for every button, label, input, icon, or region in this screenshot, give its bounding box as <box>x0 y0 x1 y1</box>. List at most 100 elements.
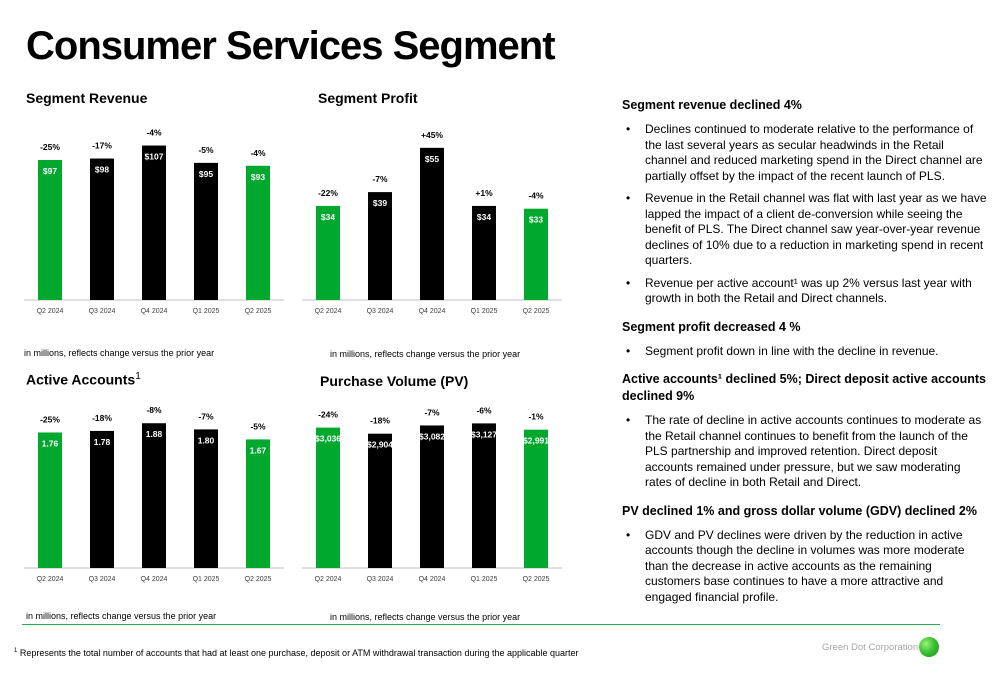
x-tick-label: Q1 2025 <box>193 576 220 583</box>
x-tick-label: Q3 2024 <box>89 308 116 315</box>
bar-change-label: -4% <box>250 148 266 158</box>
active-accounts-chart: 1.76 -25% Q2 2024 1.78 -18% Q3 2024 1.88 -8% Q4 … <box>24 405 284 583</box>
page-title: Consumer Services Segment <box>26 24 556 68</box>
commentary-section-accounts: Active accounts¹ declined 5%; Direct dep… <box>622 371 987 491</box>
x-tick-label: Q2 2024 <box>315 576 342 583</box>
section-heading: Segment revenue declined 4% <box>622 98 802 112</box>
x-tick-label: Q2 2024 <box>315 308 342 315</box>
bar-value-label: $34 <box>477 212 491 222</box>
x-tick-label: Q2 2025 <box>523 308 550 315</box>
x-tick-label: Q2 2025 <box>523 576 550 583</box>
bar <box>472 205 496 300</box>
purchase-volume-chart: $3,036 -24% Q2 2024 $2,904 -18% Q3 2024 $3,082… <box>302 405 562 583</box>
x-tick-label: Q2 2025 <box>245 576 272 583</box>
commentary-section-revenue: Segment revenue declined 4% Declines con… <box>622 97 987 307</box>
chart-note-revenue: in millions, reflects change versus the … <box>24 348 215 358</box>
bar-change-label: -25% <box>40 414 60 424</box>
bullet-item: Segment profit down in line with the dec… <box>622 344 987 360</box>
bar <box>194 429 218 568</box>
bullet-item: GDV and PV declines were driven by the r… <box>622 528 987 606</box>
x-tick-label: Q3 2024 <box>89 576 116 583</box>
bar-value-label: 1.88 <box>146 429 163 439</box>
bar-change-label: -4% <box>528 191 544 201</box>
footer-divider <box>22 624 940 625</box>
bar <box>90 430 114 568</box>
bar <box>142 423 166 568</box>
bar-change-label: -4% <box>146 128 162 138</box>
bar <box>194 162 218 300</box>
x-tick-label: Q1 2025 <box>471 576 498 583</box>
bullet-item: Revenue in the Retail channel was flat w… <box>622 191 987 269</box>
bullet-list: Declines continued to moderate relative … <box>622 122 987 307</box>
bar-value-label: $95 <box>199 169 213 179</box>
bar-change-label: -18% <box>370 416 390 426</box>
bar-value-label: $3,036 <box>315 434 341 444</box>
bullet-item: Revenue per active account¹ was up 2% ve… <box>622 276 987 307</box>
green-dot-logo-icon <box>919 637 939 657</box>
bar-change-label: +1% <box>475 188 493 198</box>
x-tick-label: Q1 2025 <box>193 308 220 315</box>
commentary-section-pv: PV declined 1% and gross dollar volume (… <box>622 503 987 606</box>
bar-change-label: -7% <box>372 174 388 184</box>
section-heading: Active accounts¹ declined 5%; Direct dep… <box>622 372 987 403</box>
chart-title-pv: Purchase Volume (PV) <box>320 373 469 389</box>
bar-value-label: $98 <box>95 165 109 175</box>
x-tick-label: Q2 2024 <box>37 308 64 315</box>
bar-value-label: $34 <box>321 212 335 222</box>
chart-title-revenue: Segment Revenue <box>26 90 148 106</box>
bar-change-label: -22% <box>318 188 338 198</box>
chart-note-pv: in millions, reflects change versus the … <box>330 612 521 622</box>
bar-value-label: 1.67 <box>250 445 267 455</box>
bar <box>420 425 444 568</box>
bar <box>246 439 270 568</box>
segment-profit-chart: $34 -22% Q2 2024 $39 -7% Q3 2024 $55 +45% Q4 202… <box>302 130 562 315</box>
bar-change-label: -24% <box>318 410 338 420</box>
bar <box>368 192 392 300</box>
bar-value-label: $2,991 <box>523 436 549 446</box>
bar-value-label: $39 <box>373 198 387 208</box>
chart-title-profit: Segment Profit <box>318 90 418 106</box>
bar-value-label: $3,082 <box>419 431 445 441</box>
brand-name: Green Dot Corporation <box>822 642 919 653</box>
x-tick-label: Q3 2024 <box>367 308 394 315</box>
bar-change-label: -25% <box>40 142 60 152</box>
x-tick-label: Q4 2024 <box>419 308 446 315</box>
bar <box>90 158 114 300</box>
bar <box>316 427 340 568</box>
bullet-list: GDV and PV declines were driven by the r… <box>622 528 987 606</box>
bar <box>420 147 444 300</box>
bar-value-label: $2,904 <box>367 440 393 450</box>
chart-title-accounts: Active Accounts1 <box>26 371 141 388</box>
footnote-text: Represents the total number of accounts … <box>19 648 579 658</box>
bar <box>472 423 496 568</box>
bar-change-label: -17% <box>92 141 112 151</box>
bar-value-label: $97 <box>43 166 57 176</box>
segment-revenue-chart: $97 -25% Q2 2024 $98 -17% Q3 2024 $107 -4% Q4 20… <box>24 128 284 315</box>
bar <box>142 145 166 300</box>
bar-change-label: -5% <box>250 421 266 431</box>
chart-title-accounts-sup: 1 <box>135 371 141 382</box>
x-tick-label: Q4 2024 <box>141 308 168 315</box>
footnote: 1 Represents the total number of account… <box>14 648 579 658</box>
bar-change-label: -1% <box>528 412 544 422</box>
commentary-section-profit: Segment profit decreased 4 % Segment pro… <box>622 319 987 360</box>
x-tick-label: Q1 2025 <box>471 308 498 315</box>
bar-value-label: $3,127 <box>471 429 497 439</box>
commentary-panel: Segment revenue declined 4% Declines con… <box>622 97 987 617</box>
bar-value-label: $93 <box>251 172 265 182</box>
section-heading: PV declined 1% and gross dollar volume (… <box>622 503 977 518</box>
bullet-item: Declines continued to moderate relative … <box>622 122 987 184</box>
bar <box>38 432 62 568</box>
chart-note-accounts: in millions, reflects change versus the … <box>26 611 217 621</box>
bar <box>246 165 270 300</box>
x-tick-label: Q2 2025 <box>245 308 272 315</box>
footnote-marker: 1 <box>14 648 18 654</box>
bar-value-label: 1.80 <box>198 435 215 445</box>
bar-change-label: -8% <box>146 405 162 415</box>
x-tick-label: Q3 2024 <box>367 576 394 583</box>
chart-title-accounts-text: Active Accounts <box>26 371 136 388</box>
bar <box>524 208 548 300</box>
bullet-item: The rate of decline in active accounts c… <box>622 413 987 491</box>
bar-value-label: 1.76 <box>42 438 59 448</box>
bar-change-label: -7% <box>424 407 440 417</box>
